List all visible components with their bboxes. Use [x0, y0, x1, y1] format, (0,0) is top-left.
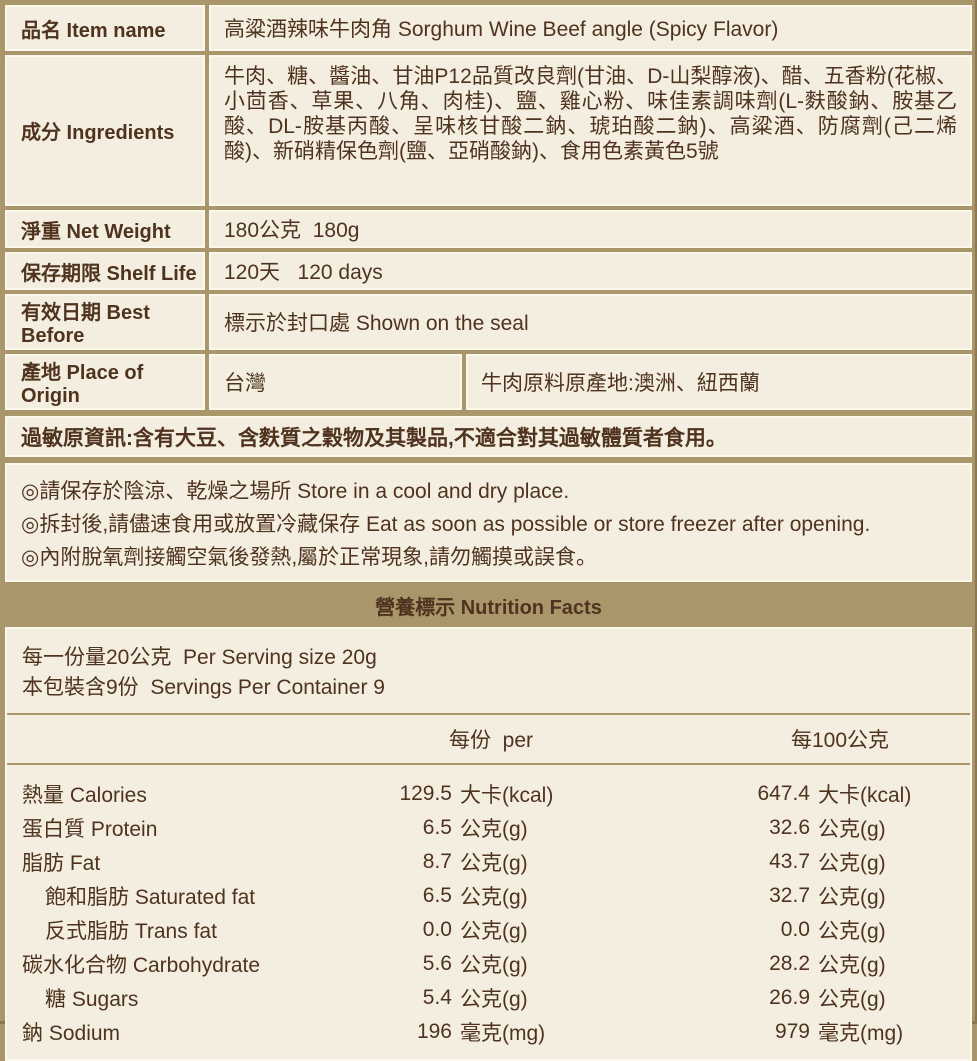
- per-serving-value: 5.6: [422, 952, 452, 975]
- per-100g-value: 0.0: [780, 918, 810, 941]
- per-100g-value: 28.2: [769, 952, 810, 975]
- nutrient-label: 蛋白質 Protein: [22, 818, 158, 841]
- nutrition-facts-title: 營養標示 Nutrition Facts: [375, 596, 602, 619]
- info-row-value: 標示於封口處 Shown on the seal: [209, 294, 972, 350]
- nutrient-label: 碳水化合物 Carbohydrate: [22, 954, 261, 977]
- nutrient-label: 糖 Sugars: [45, 988, 139, 1011]
- nutrient-label: 鈉 Sodium: [22, 1022, 121, 1045]
- divider-header: [7, 763, 970, 765]
- col-header-per-100g: 每100公克: [790, 729, 890, 752]
- info-row-origin: 產地 Place of Origin 台灣 牛肉原料原產地:澳洲、紐西蘭: [5, 354, 972, 410]
- per-serving-unit: 毫克(mg): [460, 1022, 546, 1045]
- per-100g-value: 26.9: [769, 986, 810, 1009]
- nutrition-row: 糖 Sugars 5.4 公克(g) 26.9 公克(g): [7, 981, 970, 1015]
- per-serving-unit: 公克(g): [460, 852, 528, 875]
- nutrition-facts-header-bar: 營養標示 Nutrition Facts: [5, 587, 972, 623]
- per-100g-value: 647.4: [757, 782, 810, 805]
- per-100g-unit: 公克(g): [818, 886, 886, 909]
- nutrition-row: 熱量 Calories 129.5 大卡(kcal) 647.4 大卡(kcal…: [7, 777, 970, 811]
- serving-info: 每一份量20公克 Per Serving size 20g 本包裝含9份 Ser…: [7, 629, 970, 713]
- info-row-value: 120天 120 days: [209, 252, 972, 290]
- storage-note-line: ◎拆封後,請儘速食用或放置冷藏保存 Eat as soon as possibl…: [21, 513, 871, 536]
- storage-note-line: ◎請保存於陰涼、乾燥之場所 Store in a cool and dry pl…: [21, 480, 570, 503]
- per-serving-unit: 公克(g): [460, 920, 528, 943]
- per-serving-unit: 公克(g): [460, 954, 528, 977]
- per-serving-value: 8.7: [422, 850, 452, 873]
- per-100g-unit: 毫克(mg): [818, 1022, 904, 1045]
- per-serving-unit: 公克(g): [460, 988, 528, 1011]
- per-serving-value: 6.5: [422, 884, 452, 907]
- servings-per-container-line: 本包裝含9份 Servings Per Container 9: [22, 676, 385, 699]
- nutrition-row: 反式脂肪 Trans fat 0.0 公克(g) 0.0 公克(g): [7, 913, 970, 947]
- per-serving-value: 0.0: [422, 918, 452, 941]
- per-100g-unit: 公克(g): [818, 988, 886, 1011]
- nutrient-label: 脂肪 Fat: [22, 852, 101, 875]
- nutrient-label: 飽和脂肪 Saturated fat: [45, 886, 256, 909]
- nutrient-label: 反式脂肪 Trans fat: [45, 920, 217, 943]
- per-serving-unit: 公克(g): [460, 886, 528, 909]
- info-row-bestbefore: 有效日期 Best Before 標示於封口處 Shown on the sea…: [5, 294, 972, 350]
- per-100g-value: 43.7: [769, 850, 810, 873]
- product-label-page: { "colors": { "page_background": "#A9976…: [5, 5, 972, 1061]
- product-info-table: 品名 Item name 高粱酒辣味牛肉角 Sorghum Wine Beef …: [5, 5, 972, 410]
- info-row-label: 品名 Item name: [5, 5, 205, 51]
- allergen-text: 過敏原資訊:含有大豆、含麩質之穀物及其製品,不適合對其過敏體質者食用。: [21, 426, 727, 450]
- col-header-per-serving: 每份 per: [448, 729, 534, 752]
- info-row-value: 高粱酒辣味牛肉角 Sorghum Wine Beef angle (Spicy …: [209, 5, 972, 51]
- nutrition-panel: 每一份量20公克 Per Serving size 20g 本包裝含9份 Ser…: [5, 627, 972, 1061]
- info-row-value: 牛肉、糖、醬油、甘油P12品質改良劑(甘油、D-山梨醇液)、醋、五香粉(花椒、小…: [209, 55, 972, 206]
- nutrient-label: 熱量 Calories: [22, 784, 147, 807]
- storage-instructions: ◎請保存於陰涼、乾燥之場所 Store in a cool and dry pl…: [5, 463, 972, 582]
- info-row-ingredients: 成分 Ingredients 牛肉、糖、醬油、甘油P12品質改良劑(甘油、D-山…: [5, 55, 972, 206]
- info-row-value: 台灣: [209, 354, 462, 410]
- per-100g-unit: 大卡(kcal): [818, 784, 912, 807]
- serving-size-line: 每一份量20公克 Per Serving size 20g: [22, 646, 377, 669]
- info-row-value-secondary: 牛肉原料原產地:澳洲、紐西蘭: [466, 354, 972, 410]
- per-100g-unit: 公克(g): [818, 818, 886, 841]
- per-serving-unit: 大卡(kcal): [460, 784, 554, 807]
- per-serving-value: 5.4: [422, 986, 452, 1009]
- nutrition-column-headers: 每份 per 每100公克: [7, 715, 970, 763]
- nutrition-row: 飽和脂肪 Saturated fat 6.5 公克(g) 32.7 公克(g): [7, 879, 970, 913]
- per-100g-unit: 公克(g): [818, 920, 886, 943]
- per-serving-value: 6.5: [422, 816, 452, 839]
- per-100g-value: 32.7: [769, 884, 810, 907]
- allergen-notice: 過敏原資訊:含有大豆、含麩質之穀物及其製品,不適合對其過敏體質者食用。: [5, 416, 972, 457]
- info-row-netweight: 淨重 Net Weight 180公克 180g: [5, 210, 972, 248]
- info-row-value: 180公克 180g: [209, 210, 972, 248]
- per-100g-unit: 公克(g): [818, 954, 886, 977]
- per-serving-value: 129.5: [399, 782, 452, 805]
- info-row-label: 產地 Place of Origin: [5, 354, 205, 410]
- nutrition-row: 鈉 Sodium 196 毫克(mg) 979 毫克(mg): [7, 1015, 970, 1049]
- nutrition-rows: 熱量 Calories 129.5 大卡(kcal) 647.4 大卡(kcal…: [7, 765, 970, 1049]
- info-row-shelflife: 保存期限 Shelf Life 120天 120 days: [5, 252, 972, 290]
- nutrition-row: 蛋白質 Protein 6.5 公克(g) 32.6 公克(g): [7, 811, 970, 845]
- per-serving-unit: 公克(g): [460, 818, 528, 841]
- info-row-label: 淨重 Net Weight: [5, 210, 205, 248]
- nutrition-row: 脂肪 Fat 8.7 公克(g) 43.7 公克(g): [7, 845, 970, 879]
- divider-top: [7, 713, 970, 715]
- info-row-label: 成分 Ingredients: [5, 55, 205, 206]
- per-100g-value: 32.6: [769, 816, 810, 839]
- nutrition-row: 碳水化合物 Carbohydrate 5.6 公克(g) 28.2 公克(g): [7, 947, 970, 981]
- info-row-name: 品名 Item name 高粱酒辣味牛肉角 Sorghum Wine Beef …: [5, 5, 972, 51]
- info-row-label: 保存期限 Shelf Life: [5, 252, 205, 290]
- storage-note-line: ◎內附脫氧劑接觸空氣後發熱,屬於正常現象,請勿觸摸或誤食。: [21, 546, 597, 569]
- per-100g-unit: 公克(g): [818, 852, 886, 875]
- info-row-label: 有效日期 Best Before: [5, 294, 205, 350]
